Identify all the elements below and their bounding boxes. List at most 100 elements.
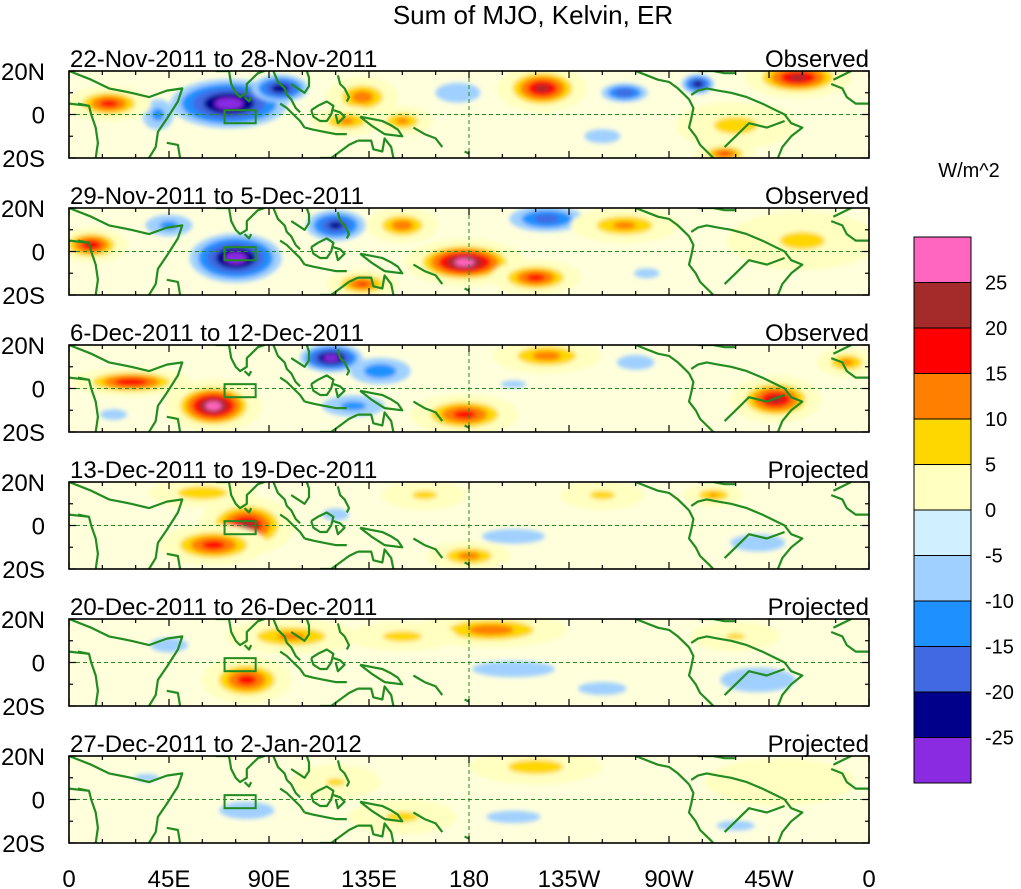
coastline-segment-12	[333, 383, 346, 399]
colorbar-swatch-7	[913, 509, 972, 556]
panel-1: 20N 0 20S 22-Nov-2011 to 28-Nov-2011 Observe…	[1, 46, 870, 173]
coastline-segment-3	[166, 689, 182, 706]
anomaly-7-level-2	[589, 490, 615, 500]
anomaly-7-level-4	[357, 282, 368, 287]
coastline-segment-12	[333, 246, 346, 262]
y-tick-label: 20S	[2, 831, 45, 858]
anomaly-9-level-3	[614, 88, 635, 97]
coastline-segment-22	[697, 482, 736, 486]
coastline-segment-21	[687, 509, 715, 569]
coastline-segment-10	[304, 126, 347, 136]
anomaly-15-level-1	[584, 129, 621, 144]
index-box	[223, 657, 257, 673]
x-tick-label: 90E	[248, 866, 291, 889]
anomaly-1-level-4	[237, 674, 257, 685]
anomaly-4-level-2	[382, 631, 423, 642]
colorbar-swatch-2	[913, 282, 972, 329]
panel-date-range: 6-Dec-2011 to 12-Dec-2011	[70, 320, 364, 347]
y-tick-label: 0	[32, 514, 45, 541]
y-tick-label: 0	[32, 788, 45, 815]
colorbar-swatch-5	[913, 418, 972, 465]
anomaly-9-level-1	[616, 355, 655, 370]
colorbar-level-label: 15	[985, 364, 1007, 386]
coastline-segment-1	[69, 756, 184, 843]
coastline-segment-3	[166, 552, 182, 569]
anomaly-2-level-4	[328, 221, 343, 230]
coastline-segment-20	[690, 498, 804, 569]
panel-5: 20N 0 20S 20-Dec-2011 to 26-Dec-2011 Project…	[1, 594, 870, 721]
coastline-segment-8	[290, 345, 311, 368]
y-tick-label: 20S	[2, 283, 45, 310]
coastline-segment-15	[357, 685, 395, 706]
coastline-segment-6	[243, 781, 253, 788]
coastline-segment-12	[333, 794, 346, 810]
y-tick-label: 20S	[2, 420, 45, 447]
coastline-segment-15	[357, 274, 395, 295]
coastline-segment-20	[690, 635, 804, 706]
coastline-segment-3	[166, 415, 182, 432]
coastline-segment-25	[832, 756, 852, 766]
coastline-segment-1	[69, 482, 184, 569]
coastline-segment-13	[336, 623, 351, 650]
coastline-segment-5	[215, 482, 265, 510]
coastline-segment-7	[272, 71, 301, 114]
coastline-segment-7	[272, 345, 301, 388]
y-tick-label: 20S	[2, 557, 45, 584]
anomaly-1-level-6	[205, 401, 222, 411]
coastline-segment-16	[320, 550, 359, 569]
y-tick-label: 20N	[1, 196, 45, 223]
coastline-segment-23	[723, 119, 785, 148]
coastline-segment-6	[243, 233, 253, 240]
colorbar-unit-label: W/m^2	[938, 160, 1000, 182]
panel-2: 20N 0 20S 29-Nov-2011 to 5-Dec-2011 Observed	[1, 183, 870, 310]
anomaly-3-level-2	[326, 778, 346, 786]
coastline-segment-15	[357, 822, 395, 843]
x-tick-label: 135E	[341, 866, 397, 889]
anomaly-10-level-3	[613, 221, 637, 230]
coastline-segment-5	[215, 619, 265, 647]
coastlines	[69, 619, 869, 706]
coastline-segment-16	[320, 824, 359, 843]
coastline-segment-18	[464, 424, 470, 429]
coastline-segment-17	[412, 674, 444, 696]
colorbar-swatch-6	[913, 464, 972, 511]
anomaly-11-level-5	[789, 74, 807, 81]
coastline-segment-12	[333, 520, 346, 536]
index-box	[223, 383, 257, 399]
coastline-segment-25	[832, 345, 852, 355]
chart-title: Sum of MJO, Kelvin, ER	[393, 0, 673, 30]
anomaly-5-level-2	[411, 490, 438, 500]
coastline-segment-21	[687, 235, 715, 295]
coastline-segment-26	[69, 650, 90, 655]
coastline-segment-16	[320, 276, 359, 295]
coastline-segment-16	[320, 413, 359, 432]
anomaly-6-level-3	[708, 493, 719, 497]
coastline-segment-21	[687, 372, 715, 432]
coastline-segment-22	[697, 756, 736, 760]
coastline-segment-26	[69, 239, 90, 244]
panels-group: 20N 0 20S 22-Nov-2011 to 28-Nov-2011 Observe…	[1, 46, 870, 858]
index-box	[223, 520, 257, 536]
colorbar-level-label: 0	[985, 500, 996, 522]
colorbar-level-label: 25	[985, 273, 1007, 295]
coastline-segment-10	[304, 537, 347, 547]
coastline-segment-14	[359, 663, 404, 686]
coastline-segment-10	[304, 811, 347, 821]
coastline-segment-1	[69, 345, 184, 432]
coastline-segment-15	[357, 411, 395, 432]
coastline-segment-8	[290, 208, 311, 231]
y-tick-label: 0	[32, 651, 45, 678]
coastline-segment-21	[687, 783, 715, 843]
coastline-segment-24	[830, 494, 869, 516]
colorbar-swatch-10	[913, 646, 972, 693]
coastline-segment-13	[336, 349, 351, 376]
coastline-segment-13	[336, 212, 351, 239]
coastline-segment-15	[357, 137, 395, 158]
panel-status: Observed	[765, 320, 869, 347]
coastline-segment-1	[69, 619, 184, 706]
x-tick-label: 90W	[644, 866, 694, 889]
panel-status: Observed	[765, 46, 869, 73]
anomaly-field	[134, 756, 856, 835]
anomaly-1-level-2	[508, 759, 564, 775]
x-tick-label: 45W	[744, 866, 794, 889]
